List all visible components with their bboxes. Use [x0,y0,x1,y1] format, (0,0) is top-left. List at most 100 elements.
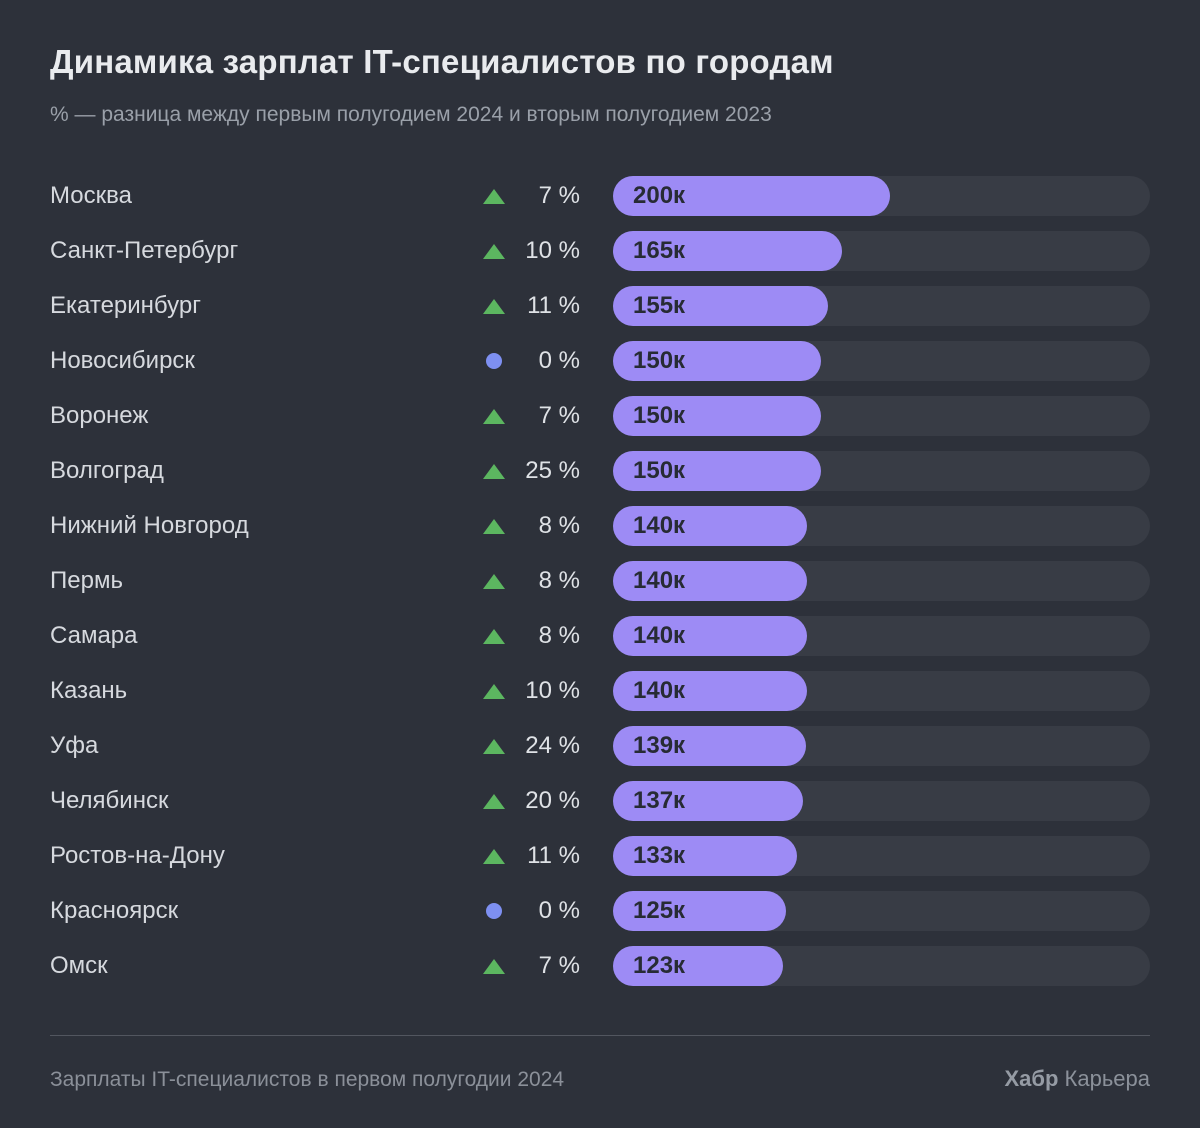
bar-track: 137к [613,781,1150,822]
bar-track: 155к [613,286,1150,327]
city-label: Нижний Новгород [50,512,249,540]
bar-fill: 139к [613,726,806,767]
city-label: Ростов-на-Дону [50,842,225,870]
change-indicator-group: 10 % [430,237,580,265]
chart-row: Самара 8 % 140к [50,609,1150,664]
bar-fill: 125к [613,891,786,932]
bar-fill: 150к [613,341,821,382]
bar-fill: 155к [613,286,828,327]
change-indicator-group: 11 % [430,292,580,320]
change-percent: 0 % [538,897,580,925]
chart-row: Екатеринбург 11 % 155к [50,279,1150,334]
salary-value: 133к [633,842,686,870]
city-label: Волгоград [50,457,164,485]
bar-fill: 140к [613,506,807,547]
bar-fill: 133к [613,836,797,877]
bar-track: 150к [613,396,1150,437]
bar-track: 200к [613,176,1150,217]
chart-row: Красноярск 0 % 125к [50,884,1150,939]
change-percent: 25 % [525,457,580,485]
trend-up-triangle-icon [482,627,506,645]
change-indicator-group: 24 % [430,732,580,760]
trend-up-triangle-icon [482,297,506,315]
footer-divider [50,1034,1150,1036]
change-indicator-group: 10 % [430,677,580,705]
salary-value: 123к [633,952,686,980]
chart-row: Москва 7 % 200к [50,169,1150,224]
no-change-dot-icon [482,902,506,920]
footer-brand: Хабр Карьера [1004,1066,1150,1092]
bar-track: 150к [613,451,1150,492]
brand-habr-text: Хабр [1004,1065,1059,1091]
trend-up-triangle-icon [482,847,506,865]
chart-row: Уфа 24 % 139к [50,719,1150,774]
change-indicator-group: 8 % [430,567,580,595]
change-percent: 7 % [538,402,580,430]
bar-fill: 137к [613,781,803,822]
change-indicator-group: 25 % [430,457,580,485]
city-label: Омск [50,952,108,980]
brand-career-text: Карьера [1058,1065,1150,1091]
subtitle: % — разница между первым полугодием 2024… [50,102,772,126]
chart-row: Челябинск 20 % 137к [50,774,1150,829]
bar-chart: Москва 7 % 200к Санкт-Петербург 10 % 165… [50,169,1150,994]
bar-track: 125к [613,891,1150,932]
trend-up-triangle-icon [482,462,506,480]
chart-row: Волгоград 25 % 150к [50,444,1150,499]
trend-up-triangle-icon [482,407,506,425]
salary-value: 137к [633,787,686,815]
change-percent: 11 % [527,842,580,870]
change-indicator-group: 8 % [430,622,580,650]
change-percent: 8 % [538,622,580,650]
salary-value: 155к [633,292,686,320]
change-indicator-group: 7 % [430,952,580,980]
salary-value: 150к [633,457,686,485]
salary-value: 140к [633,567,686,595]
trend-up-triangle-icon [482,187,506,205]
bar-track: 133к [613,836,1150,877]
change-percent: 20 % [525,787,580,815]
change-percent: 10 % [525,677,580,705]
city-label: Екатеринбург [50,292,201,320]
trend-up-triangle-icon [482,737,506,755]
footer: Зарплаты IT-специалистов в первом полуго… [50,1066,1150,1092]
city-label: Новосибирск [50,347,195,375]
change-indicator-group: 20 % [430,787,580,815]
salary-value: 165к [633,237,686,265]
change-percent: 11 % [527,292,580,320]
city-label: Красноярск [50,897,179,925]
city-label: Казань [50,677,128,705]
bar-track: 140к [613,671,1150,712]
city-label: Уфа [50,732,99,760]
change-percent: 8 % [538,567,580,595]
chart-row: Казань 10 % 140к [50,664,1150,719]
salary-value: 125к [633,897,686,925]
change-indicator-group: 0 % [430,897,580,925]
change-indicator-group: 7 % [430,182,580,210]
change-indicator-group: 7 % [430,402,580,430]
bar-track: 140к [613,506,1150,547]
trend-up-triangle-icon [482,242,506,260]
salary-value: 140к [633,622,686,650]
city-label: Пермь [50,567,123,595]
salary-value: 150к [633,402,686,430]
bar-fill: 150к [613,451,821,492]
trend-up-triangle-icon [482,957,506,975]
city-label: Санкт-Петербург [50,237,239,265]
footer-source-text: Зарплаты IT-специалистов в первом полуго… [50,1067,565,1091]
salary-value: 200к [633,182,686,210]
salary-value: 150к [633,347,686,375]
trend-up-triangle-icon [482,572,506,590]
change-percent: 10 % [525,237,580,265]
chart-row: Санкт-Петербург 10 % 165к [50,224,1150,279]
bar-track: 139к [613,726,1150,767]
change-percent: 7 % [538,952,580,980]
chart-row: Омск 7 % 123к [50,939,1150,994]
bar-fill: 140к [613,561,807,602]
change-indicator-group: 11 % [430,842,580,870]
page-title: Динамика зарплат IT-специалистов по горо… [50,43,834,80]
chart-row: Пермь 8 % 140к [50,554,1150,609]
city-label: Москва [50,182,132,210]
salary-value: 140к [633,512,686,540]
